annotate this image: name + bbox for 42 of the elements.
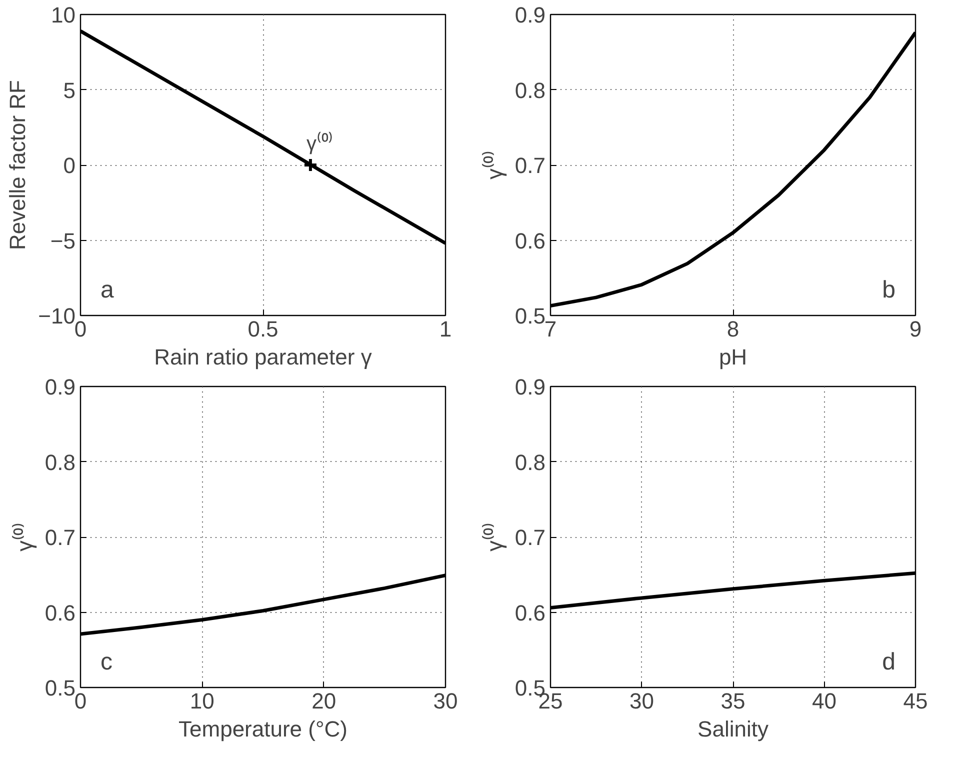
y-tick-label: 0 [63, 153, 76, 178]
y-axis-title: γ⁽⁰⁾ [482, 150, 507, 180]
x-tick-label: 20 [312, 688, 336, 714]
x-tick-label: 1 [439, 316, 452, 342]
x-tick-label: 30 [630, 688, 654, 714]
x-tick-label: 0.5 [248, 316, 278, 342]
x-tick-label: 8 [726, 316, 740, 342]
y-tick-label: −5 [50, 228, 76, 254]
x-tick-label: 40 [812, 688, 836, 714]
annotation: d [882, 648, 896, 676]
y-tick-label: 0.7 [514, 153, 546, 178]
x-tick-label: 7 [544, 316, 557, 342]
x-axis-title: pH [718, 344, 748, 370]
y-tick-label: 0.7 [514, 525, 546, 550]
y-tick-label: 0.8 [514, 78, 546, 103]
y-tick-label: 0.9 [514, 2, 546, 28]
annotation: b [882, 276, 896, 304]
x-tick-label: 9 [909, 316, 922, 342]
y-tick-label: 10 [51, 2, 76, 28]
y-tick-label: 0.8 [514, 450, 546, 475]
y-tick-label: 5 [63, 78, 76, 103]
x-axis-title: Rain ratio parameter γ [154, 344, 372, 370]
x-axis-title: Temperature (°C) [178, 716, 348, 742]
y-axis-title: γ⁽⁰⁾ [482, 522, 507, 552]
annotation: c [100, 648, 112, 676]
x-tick-label: 30 [433, 688, 458, 714]
y-tick-label: 0.6 [514, 600, 546, 626]
x-tick-label: 10 [190, 688, 214, 714]
annotation: a [100, 276, 114, 304]
y-tick-label: 0.8 [44, 450, 76, 475]
y-tick-label: 0.7 [44, 525, 76, 550]
y-tick-label: 0.6 [44, 600, 76, 626]
y-tick-label: −10 [38, 304, 76, 328]
y-tick-label: 0.6 [514, 228, 546, 254]
y-axis-title: Revelle factor RF [5, 80, 30, 250]
y-axis-title: γ⁽⁰⁾ [12, 522, 37, 552]
x-axis-title: Salinity [698, 716, 768, 742]
y-tick-label: 0.9 [44, 374, 76, 400]
x-tick-label: 35 [720, 688, 746, 714]
annotation: γ⁽⁰⁾ [306, 131, 334, 155]
y-tick-label: 0.9 [514, 374, 546, 400]
x-tick-label: 45 [903, 688, 928, 714]
